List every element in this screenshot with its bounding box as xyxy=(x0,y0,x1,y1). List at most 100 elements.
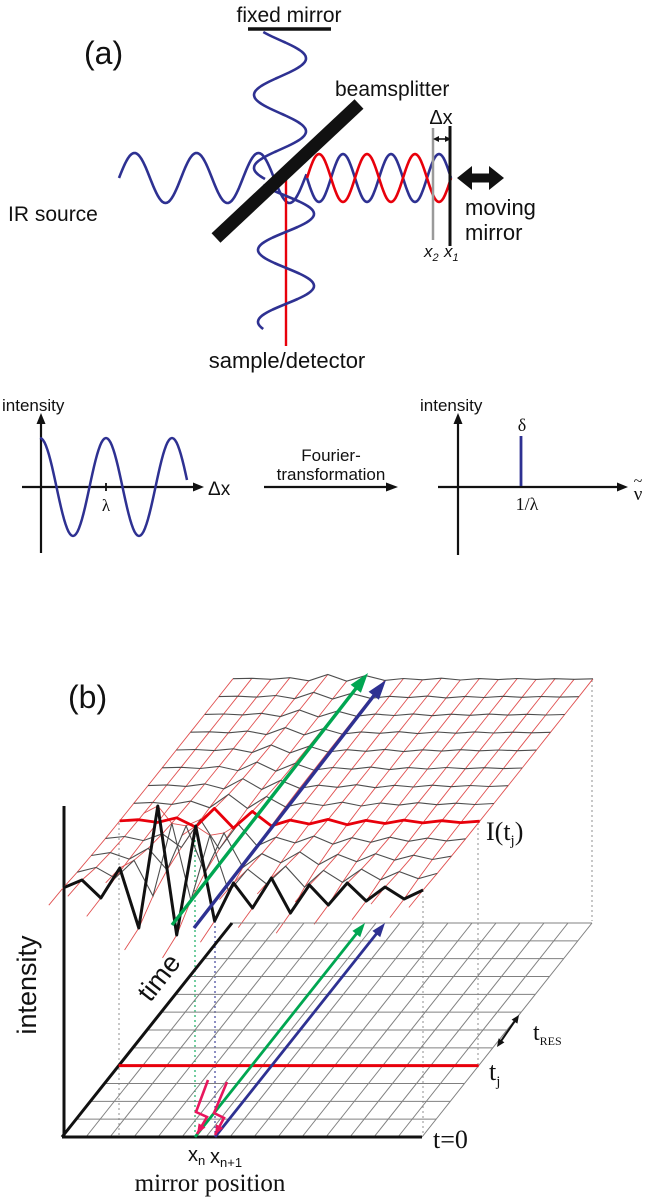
mesh-interferogram-trace xyxy=(176,744,537,754)
fourier-row-geometry xyxy=(22,413,628,555)
fixed-mirror-label: fixed mirror xyxy=(236,4,341,27)
mesh-interferogram-trace xyxy=(204,709,565,718)
grid-position-column xyxy=(349,922,521,1138)
grid-position-column xyxy=(181,922,353,1138)
grid-position-column xyxy=(157,922,329,1138)
moving-mirror-label-line2: mirror xyxy=(465,220,522,245)
mesh-time-line xyxy=(256,677,442,895)
mesh-arrow-xn-head xyxy=(350,673,368,693)
grid-position-column xyxy=(253,922,425,1138)
grid-time-edge xyxy=(60,922,234,1138)
beamsplitter-label: beamsplitter xyxy=(335,78,449,101)
grid-position-column xyxy=(133,922,305,1138)
panel-a-geometry xyxy=(117,27,504,346)
grid-position-column xyxy=(109,922,281,1138)
xn1-label: xn+1 xyxy=(210,1146,242,1170)
left-intensity-axis-label: intensity xyxy=(2,396,65,415)
tres-arrow xyxy=(498,1018,518,1044)
mesh-interferogram-trace xyxy=(218,691,579,700)
grid-arrow-xn1-head xyxy=(372,923,385,938)
sample-detector-label: sample/detector xyxy=(209,348,366,373)
mesh-time-line xyxy=(48,678,234,906)
mesh-time-line xyxy=(105,677,291,884)
mesh-time-line xyxy=(408,678,594,908)
left-y-axis-head xyxy=(36,413,46,424)
interferogram-mesh xyxy=(48,673,594,959)
front-interferogram xyxy=(62,804,424,937)
panel-b-label: (b) xyxy=(68,679,107,715)
mesh-arrow-xn1 xyxy=(192,687,381,930)
interferogram-cosine xyxy=(39,436,189,538)
mesh-interferogram-trace xyxy=(91,824,452,874)
delta-x-label: Δx xyxy=(429,107,452,129)
mesh-time-line xyxy=(143,674,329,827)
sampling-arrow-xn1-head xyxy=(215,1124,224,1135)
mesh-interferogram-trace xyxy=(232,673,594,682)
time-position-grid xyxy=(60,922,593,1139)
mesh-time-line xyxy=(124,680,310,951)
mesh-interferogram-trace xyxy=(162,761,523,772)
mirror-position-axis-label: mirror position xyxy=(135,1170,286,1197)
delta-x-arrow-head-a xyxy=(445,136,451,142)
moving-mirror-label-line1: moving xyxy=(465,195,536,220)
fourier-transform-arrow-head xyxy=(386,482,398,492)
grid-position-column xyxy=(85,922,257,1138)
tres-label: tRES xyxy=(533,1020,562,1048)
grid-position-column xyxy=(229,922,401,1138)
ir-source-label: IR source xyxy=(8,203,98,226)
grid-position-column xyxy=(397,922,569,1138)
mesh-time-line xyxy=(86,679,272,917)
mesh-time-line xyxy=(389,679,575,918)
mesh-time-line xyxy=(370,678,556,905)
right-y-axis-head xyxy=(453,413,463,424)
left-x-axis-head xyxy=(193,482,204,492)
left-x-axis-label: Δx xyxy=(208,479,231,500)
mesh-interferogram-trace xyxy=(147,778,509,791)
peak-position-label: 1/λ xyxy=(516,494,539,514)
mesh-interferogram-trace xyxy=(105,818,466,851)
delta-x-arrow-head-b xyxy=(433,136,439,142)
mesh-time-line xyxy=(332,678,518,900)
grid-position-column xyxy=(373,922,545,1138)
grid-position-column xyxy=(301,922,473,1138)
mirror-motion-arrow xyxy=(457,166,504,190)
mesh-time-line xyxy=(219,678,404,900)
wavenumber-axis-label: ν xyxy=(634,484,643,505)
mesh-time-line xyxy=(67,678,253,897)
grid-arrow-xn-head xyxy=(352,923,365,938)
grid-position-column xyxy=(277,922,449,1138)
mesh-arrow-xn xyxy=(170,680,363,927)
grid-arrow-xn1 xyxy=(213,928,382,1138)
lambda-tick-label: λ xyxy=(102,496,111,515)
mesh-time-line xyxy=(351,679,537,921)
sample-arm-wave xyxy=(256,183,316,331)
mesh-interferogram-trace xyxy=(77,823,438,903)
tj-label: tj xyxy=(489,1057,500,1090)
mesh-interferogram-trace xyxy=(133,793,494,810)
x2-label: x2 xyxy=(423,242,439,264)
grid-position-column xyxy=(325,922,497,1138)
panel-b-geometry xyxy=(48,673,594,1139)
t0-label: t=0 xyxy=(433,1125,468,1154)
highlighted-interferogram-tj xyxy=(119,807,480,830)
mesh-interferogram-trace xyxy=(190,727,551,736)
sampling-arrow-xn-head xyxy=(197,1123,206,1134)
intensity-axis-label: intensity xyxy=(12,935,42,1035)
panel-a-label: (a) xyxy=(84,35,123,71)
fourier-label-line2: transformation xyxy=(277,465,386,484)
right-intensity-axis-label: intensity xyxy=(420,396,483,415)
mesh-time-line xyxy=(313,679,499,925)
x1-label: x1 xyxy=(443,242,459,264)
grid-position-column xyxy=(205,922,377,1138)
mesh-time-line xyxy=(275,679,461,934)
grid-arrow-xn xyxy=(193,928,362,1138)
fixed-arm-wave xyxy=(252,30,308,181)
mesh-time-line xyxy=(294,678,480,903)
tres-arrow-head-b xyxy=(497,1038,505,1047)
time-axis-label: time xyxy=(131,948,186,1007)
delta-peak-label: δ xyxy=(518,415,526,435)
beamsplitter-bar xyxy=(211,99,364,243)
right-x-axis-head xyxy=(617,482,628,492)
fourier-label-line1: Fourier- xyxy=(301,446,361,465)
